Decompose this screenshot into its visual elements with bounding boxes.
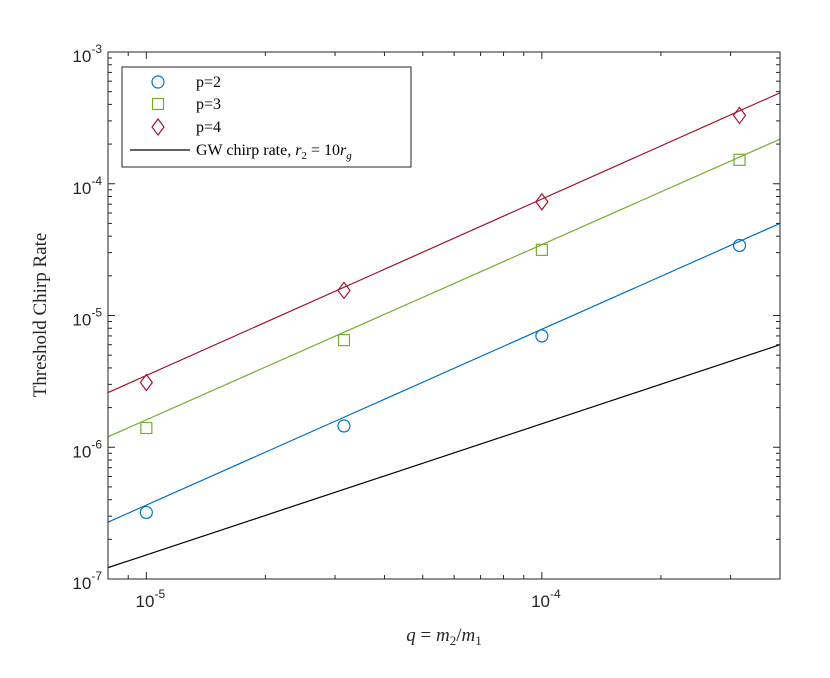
series-3-point (337, 281, 351, 300)
series-2-point (535, 243, 548, 256)
series-2-point (140, 421, 153, 435)
series-2-line (107, 138, 781, 438)
legend-label: GW chirp rate, r2 = 10rg (196, 142, 352, 162)
y-tick-label: 10-6 (72, 437, 102, 461)
x-tick-label: 10-4 (531, 587, 561, 611)
y-tick-label: 10-4 (72, 174, 102, 198)
series-3-line (107, 92, 781, 394)
series-1-line (107, 222, 781, 523)
y-axis-label: Threshold Chirp Rate (30, 233, 51, 398)
legend: p=2 p=3 p=4 GW chirp rate, r2 = 10rg (121, 66, 412, 168)
series-2-point (337, 334, 351, 347)
x-tick-label: 10-5 (136, 587, 166, 611)
y-tick-label: 10-5 (72, 306, 102, 330)
series-1-point (139, 505, 153, 520)
series-1-point (732, 238, 747, 253)
legend-marker (151, 75, 165, 89)
fit-lines (107, 92, 781, 569)
y-axis: 10-7 10-6 10-5 10-4 10-3 (72, 42, 780, 593)
x-axis: 10-5 10-4 (107, 52, 781, 611)
series-3-point (535, 192, 549, 211)
legend-label: p=4 (196, 119, 221, 136)
series-4-line (107, 344, 781, 569)
data-markers (139, 106, 747, 520)
y-tick-label: 10-3 (72, 42, 102, 66)
y-tick-label: 10-7 (72, 569, 102, 593)
x-axis-label: q = m2/m1 (406, 625, 481, 648)
legend-label: p=3 (196, 96, 221, 113)
legend-label: p=2 (196, 74, 221, 91)
series-2-point (733, 153, 746, 166)
series-3-point (732, 106, 747, 125)
series-1-point (337, 419, 351, 433)
series-3-point (139, 373, 154, 392)
legend-marker (151, 97, 165, 111)
series-1-point (535, 329, 549, 343)
legend-marker (151, 118, 165, 136)
